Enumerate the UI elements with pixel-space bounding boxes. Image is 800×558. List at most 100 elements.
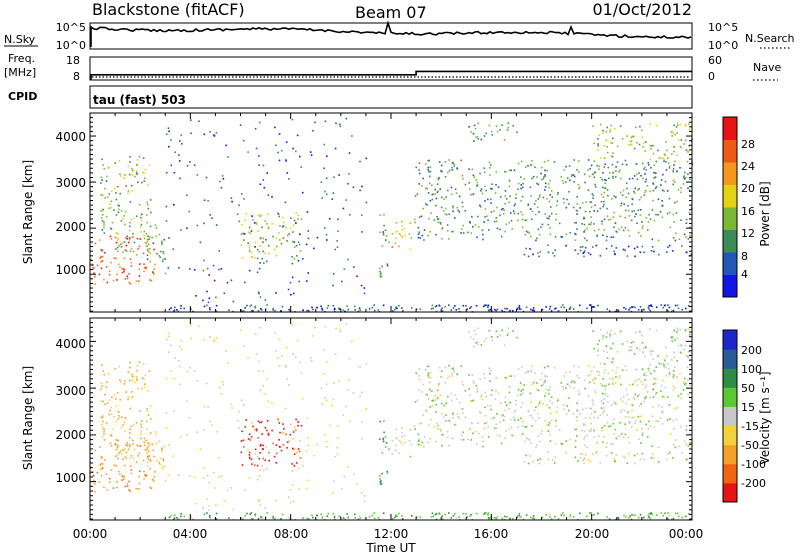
- power-point: [549, 233, 552, 236]
- velocity-point: [457, 416, 459, 418]
- velocity-point: [164, 480, 167, 482]
- power-point: [674, 239, 677, 242]
- velocity-point: [152, 449, 155, 451]
- velocity-point: [629, 515, 631, 517]
- velocity-point: [483, 427, 485, 430]
- power-point: [286, 172, 289, 174]
- velocity-point: [504, 401, 507, 403]
- power-point: [334, 248, 336, 251]
- power-point: [600, 193, 603, 196]
- power-point: [669, 226, 672, 229]
- power-point: [596, 234, 598, 237]
- power-point: [503, 209, 505, 212]
- velocity-point: [685, 458, 688, 461]
- velocity-point: [687, 393, 689, 396]
- velocity-point: [427, 374, 429, 377]
- power-point: [674, 160, 676, 163]
- velocity-point: [289, 433, 292, 436]
- velocity-point: [101, 467, 104, 469]
- velocity-point: [129, 465, 132, 467]
- velocity-point: [523, 460, 526, 463]
- velocity-point: [149, 486, 151, 489]
- velocity-point: [683, 383, 686, 386]
- power-point: [525, 306, 528, 308]
- velocity-point: [102, 415, 104, 417]
- power-point: [675, 232, 677, 235]
- power-point: [619, 169, 621, 171]
- velocity-cb-tick-50: 50: [741, 382, 755, 395]
- velocity-point: [250, 517, 253, 520]
- velocity-point: [307, 479, 309, 482]
- velocity-point: [94, 449, 97, 452]
- power-point: [147, 248, 149, 251]
- velocity-point: [297, 421, 299, 423]
- velocity-point: [138, 482, 141, 485]
- power-point: [105, 215, 108, 218]
- power-point: [421, 185, 423, 187]
- velocity-point: [578, 392, 581, 395]
- power-point: [429, 166, 432, 168]
- power-point: [538, 211, 540, 213]
- power-point: [354, 305, 356, 308]
- power-point: [115, 198, 118, 201]
- power-point: [248, 269, 251, 272]
- velocity-point: [448, 364, 450, 367]
- velocity-point: [113, 464, 116, 467]
- velocity-point: [250, 436, 253, 438]
- velocity-point: [282, 444, 285, 446]
- velocity-point: [373, 517, 376, 520]
- power-point: [565, 206, 568, 209]
- velocity-point: [651, 445, 654, 448]
- power-point: [408, 233, 411, 235]
- velocity-point: [604, 385, 606, 387]
- power-point: [143, 180, 146, 182]
- power-point: [326, 239, 328, 241]
- velocity-point: [512, 517, 514, 520]
- velocity-point: [536, 412, 539, 415]
- power-point: [287, 288, 290, 291]
- velocity-point: [193, 476, 196, 478]
- velocity-point: [285, 364, 287, 367]
- velocity-point: [307, 517, 310, 520]
- velocity-point: [613, 333, 616, 335]
- velocity-point: [639, 415, 642, 418]
- power-point: [141, 181, 143, 184]
- velocity-point: [517, 426, 519, 428]
- power-point: [490, 202, 492, 204]
- power-point: [535, 239, 537, 242]
- power-point: [631, 136, 633, 138]
- power-point: [672, 183, 674, 186]
- power-point: [525, 219, 528, 221]
- velocity-point: [565, 413, 568, 415]
- velocity-point: [448, 444, 450, 447]
- velocity-point: [202, 507, 204, 509]
- velocity-point: [230, 487, 233, 489]
- velocity-point: [591, 399, 594, 401]
- velocity-point: [520, 393, 522, 396]
- power-point: [203, 305, 206, 308]
- power-point: [281, 305, 284, 308]
- power-point: [441, 310, 444, 312]
- velocity-point: [649, 364, 651, 366]
- velocity-point: [544, 380, 546, 382]
- velocity-point: [626, 340, 628, 343]
- velocity-point: [360, 492, 363, 494]
- velocity-point: [579, 413, 581, 416]
- power-point: [300, 218, 303, 220]
- velocity-point: [553, 462, 556, 464]
- velocity-point: [593, 347, 596, 350]
- power-point: [676, 122, 679, 124]
- power-point: [368, 308, 371, 310]
- velocity-point: [668, 404, 671, 406]
- velocity-point: [162, 459, 165, 462]
- velocity-point: [663, 358, 666, 361]
- power-point: [500, 208, 503, 211]
- power-point: [209, 131, 211, 133]
- velocity-point: [446, 436, 449, 439]
- power-point: [448, 304, 450, 306]
- velocity-point: [123, 478, 125, 480]
- power-point: [196, 174, 199, 176]
- power-point: [124, 210, 126, 213]
- power-point: [593, 160, 596, 162]
- power-point: [549, 308, 551, 310]
